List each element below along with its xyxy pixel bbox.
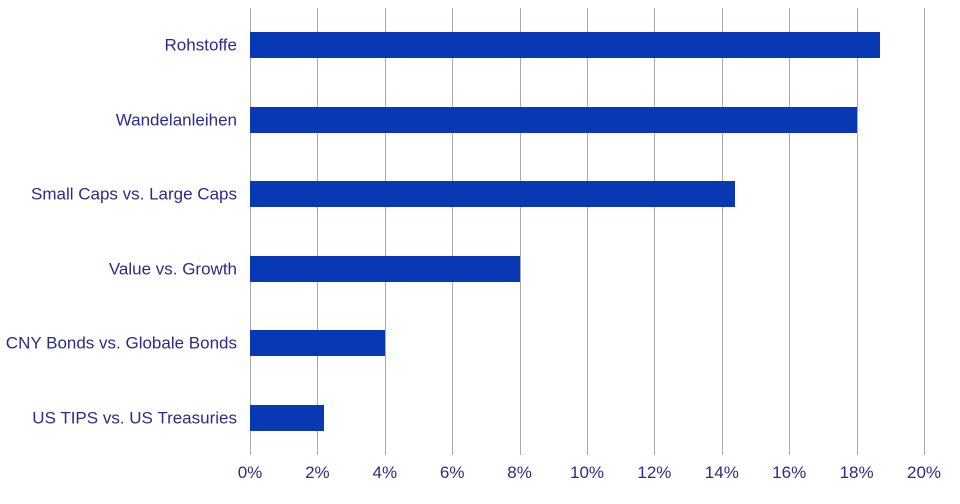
x-tick-label: 18% (839, 463, 874, 482)
gridline (317, 8, 319, 455)
bar (250, 181, 736, 208)
x-tick-label: 2% (305, 463, 330, 482)
gridline (924, 8, 925, 455)
gridline (654, 8, 656, 455)
bar (250, 330, 385, 357)
gridline (721, 8, 723, 455)
category-label: Wandelanleihen (115, 110, 237, 130)
gridline (856, 8, 858, 455)
category-label: Rohstoffe (164, 35, 237, 55)
gridline (587, 8, 588, 455)
plot-area (250, 8, 925, 455)
bar (250, 106, 857, 133)
x-tick-label: 8% (507, 463, 532, 482)
bar (250, 32, 881, 59)
gridline (384, 8, 386, 455)
x-tick-label: 0% (237, 463, 263, 482)
bar (250, 404, 325, 431)
category-label: CNY Bonds vs. Globale Bonds (5, 333, 237, 353)
gridline (250, 8, 251, 455)
gridline (452, 8, 454, 455)
x-tick-label: 10% (569, 463, 605, 482)
category-label: Small Caps vs. Large Caps (31, 184, 237, 204)
x-tick-label: 4% (372, 463, 398, 482)
x-tick-label: 6% (439, 463, 465, 482)
category-label: Value vs. Growth (108, 259, 237, 279)
x-tick-label: 16% (772, 463, 807, 482)
gridline (789, 8, 791, 455)
bar (250, 255, 520, 282)
x-tick-label: 12% (637, 463, 672, 482)
category-label: US TIPS vs. US Treasuries (32, 408, 237, 428)
x-tick-label: 14% (704, 463, 739, 482)
gridline (519, 8, 521, 455)
x-tick-label: 20% (906, 463, 942, 482)
